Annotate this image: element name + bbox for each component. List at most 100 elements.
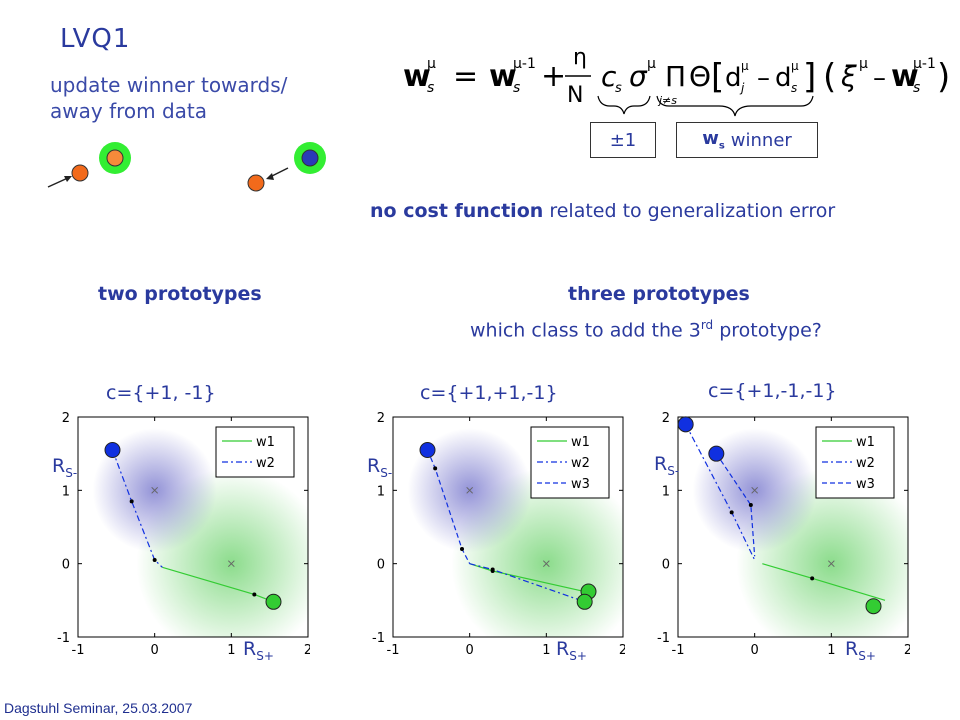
blue-prototype-marker [677,416,694,433]
class-center-marker [751,486,759,494]
orange-data-point-1 [71,164,89,182]
class-center-marker [827,560,835,568]
svg-text:(: ( [823,57,836,97]
class-center-marker [466,486,474,494]
legend-label-w2: w2 [856,456,875,471]
y-tick-label: -1 [372,631,385,646]
plusminus-box: ±1 [590,122,656,158]
legend-box [215,426,295,478]
y-tick-label: -1 [57,631,70,646]
svg-text:μ: μ [427,56,436,72]
svg-text:s: s [615,81,622,96]
series-w1-point [810,576,815,581]
formula-w-lhs: w [403,59,431,94]
legend-label-w2: w2 [256,456,275,471]
x-tick-label: 1 [827,643,835,658]
subtitle-line-1: update winner towards/ [50,73,288,97]
series-w2-point [152,558,157,562]
svg-text:σ: σ [629,60,648,93]
y-tick-label: 1 [62,484,70,499]
series-w2-point [129,499,134,504]
svg-text:c: c [601,60,617,93]
chart-1-rs-minus: RS- [52,455,78,480]
green-prototype-marker [576,593,593,610]
chart-2-label: c={+1,+1,-1} [420,382,558,404]
chart-1-label: c={+1, -1} [106,382,216,404]
winner-box: ws winner [676,122,818,158]
chart-2-rs-plus: RS+ [556,638,587,663]
green-prototype-marker [865,598,882,615]
winner-text: winner [730,129,792,151]
legend-label-w3: w3 [571,477,590,492]
y-tick-label: 2 [662,411,670,426]
svg-text:μ: μ [859,56,868,72]
svg-text:–: – [757,63,770,93]
series-w3-point [460,547,464,551]
svg-text:N: N [567,83,583,108]
series-w3-line [715,453,756,557]
svg-text:+: + [541,59,566,94]
svg-text:s: s [913,80,920,96]
svg-text:ξ: ξ [840,60,857,93]
no-cost-bold: no cost function [370,200,544,222]
x-tick-label: -1 [672,643,685,658]
svg-text:–: – [873,63,886,93]
no-cost-rest: related to generalization error [549,200,836,222]
class-center-marker [227,560,235,568]
svg-text:j≠s: j≠s [657,94,677,107]
legend-label-w1: w1 [856,435,875,450]
svg-text:Θ: Θ [689,60,711,93]
series-w3-line [426,449,471,564]
two-prototypes-heading: two prototypes [98,283,262,305]
x-tick-label: 1 [542,643,550,658]
footer: Dagstuhl Seminar, 25.03.2007 [4,700,193,716]
legend-label-w2: w2 [571,456,590,471]
blue-prototype-marker [104,442,121,458]
chart-three-prototypes-a: -1 0 1 2 -1 0 1 2 w1 w2 w3 [372,411,625,658]
blue-prototype-2 [301,149,319,167]
legend-label-w3: w3 [856,477,875,492]
svg-text:s: s [791,81,797,95]
arrow-head-1 [64,176,72,182]
x-tick-label: 2 [904,643,910,658]
class-center-marker [542,560,550,568]
svg-text:Π: Π [665,60,686,93]
y-tick-label: 1 [377,484,385,499]
svg-text:[: [ [711,57,724,97]
chart-three-prototypes-b: -1 0 1 2 -1 0 1 2 w1 w2 w3 [657,411,910,658]
chart-3-rs-minus: RS- [654,453,680,478]
plot-frame [392,416,624,638]
brace-cs-sigma [597,95,651,115]
blue-prototype-marker [708,445,725,462]
legend-label-w1: w1 [571,435,590,450]
update-formula: w s μ = w s μ-1 + η N c s σ μ Π j≠s Θ [ … [403,45,950,117]
chart-3-label: c={+1,-1,-1} [708,380,837,402]
svg-text:μ-1: μ-1 [913,56,936,72]
chart-2-rs-minus: RS- [367,455,393,480]
x-tick-label: -1 [387,643,400,658]
svg-text:=: = [453,59,478,94]
x-tick-label: 2 [304,643,310,658]
x-tick-label: 1 [227,643,235,658]
y-tick-label: 0 [662,558,670,573]
brace-product [656,95,814,117]
update-illustration [47,142,326,192]
svg-text:μ-1: μ-1 [513,56,536,72]
svg-text:): ) [937,57,950,97]
x-tick-label: 0 [751,643,759,658]
x-tick-label: 0 [151,643,159,658]
slide-subtitle: update winner towards/ away from data [50,72,350,124]
svg-text:d: d [725,63,742,93]
subtitle-line-2: away from data [50,99,208,123]
svg-text:w: w [489,59,517,94]
x-tick-label: 0 [466,643,474,658]
y-tick-label: 1 [662,484,670,499]
x-tick-label: -1 [72,643,85,658]
series-w1-point [252,592,257,597]
arrow-head-2 [266,173,274,180]
which-class-question: which class to add the 3rd prototype? [470,318,822,342]
y-tick-label: 2 [377,411,385,426]
svg-text:η: η [573,45,587,70]
svg-text:s: s [513,80,520,96]
chart-3-rs-plus: RS+ [845,638,876,663]
